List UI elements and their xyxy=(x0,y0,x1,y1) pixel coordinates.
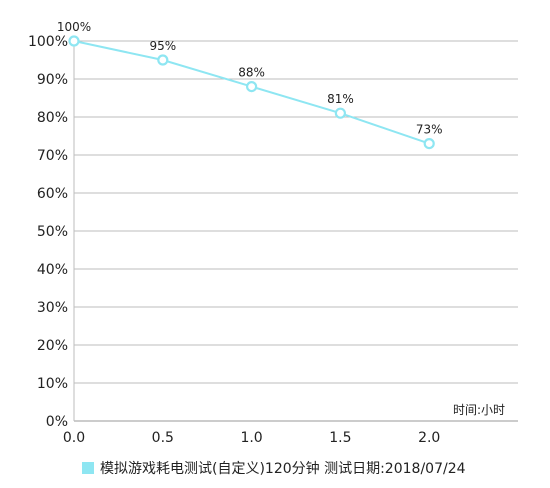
y-tick-label: 20% xyxy=(37,338,68,354)
y-tick-label: 50% xyxy=(37,224,68,240)
x-tick-label: 1.0 xyxy=(240,430,262,446)
grid-lines xyxy=(73,40,518,422)
data-label: 100% xyxy=(57,20,91,34)
data-point xyxy=(157,54,169,66)
data-point xyxy=(68,35,80,47)
x-tick-label: 0.5 xyxy=(152,430,174,446)
y-tick-label: 10% xyxy=(37,376,68,392)
x-tick-labels: 0.0 0.5 1.0 1.5 2.0 xyxy=(63,430,440,446)
y-tick-label: 80% xyxy=(37,110,68,126)
y-tick-label: 30% xyxy=(37,300,68,316)
legend-label: 模拟游戏耗电测试(自定义)120分钟 测试日期:2018/07/24 xyxy=(100,461,466,477)
data-point xyxy=(246,80,258,93)
x-tick-label: 1.5 xyxy=(329,430,351,446)
y-tick-label: 70% xyxy=(37,148,68,164)
legend-swatch xyxy=(82,462,94,474)
data-label: 88% xyxy=(238,66,265,80)
y-tick-label: 100% xyxy=(28,34,68,50)
data-point xyxy=(423,138,435,150)
data-label: 73% xyxy=(416,123,443,137)
y-tick-label: 60% xyxy=(37,186,68,202)
x-tick-label: 0.0 xyxy=(63,430,85,446)
x-tick-label: 2.0 xyxy=(418,430,440,446)
y-tick-label: 40% xyxy=(37,262,68,278)
legend: 模拟游戏耗电测试(自定义)120分钟 测试日期:2018/07/24 xyxy=(82,459,466,477)
data-point xyxy=(334,107,346,119)
data-label: 95% xyxy=(149,39,176,53)
y-tick-labels: 0% 10% 20% 30% 40% 50% 60% 70% 80% 90% 100% xyxy=(28,34,68,430)
y-tick-label: 90% xyxy=(37,72,68,88)
x-axis-unit-label: 时间:小时 xyxy=(453,403,506,417)
series-line xyxy=(73,40,430,145)
data-label: 81% xyxy=(327,92,354,106)
y-tick-label: 0% xyxy=(46,414,68,430)
series-group: 100% 95% 88% 81% 73% xyxy=(57,20,443,150)
